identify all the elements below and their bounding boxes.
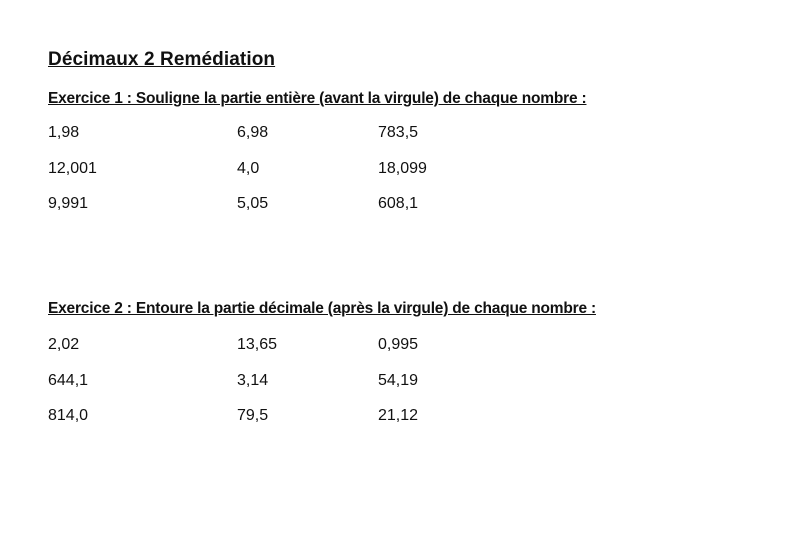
exercise-2-instruction: Exercice 2 : Entoure la partie décimale …: [48, 300, 596, 317]
exercise-1-instruction: Exercice 1 : Souligne la partie entière …: [48, 90, 587, 107]
number-cell: 814,0: [48, 407, 89, 424]
number-cell: 21,12: [378, 407, 419, 424]
number-cell: 18,099: [378, 159, 427, 177]
number-cell: 5,05: [237, 195, 269, 212]
number-cell: 12,001: [48, 159, 97, 177]
number-cell: 2,02: [48, 336, 80, 353]
exercise-2-row: 644,1 3,14 54,19: [48, 372, 648, 408]
number-cell: 79,5: [237, 407, 269, 424]
exercise-2-row: 814,0 79,5 21,12: [48, 407, 648, 443]
number-cell: 9,991: [48, 195, 89, 212]
number-cell: 608,1: [378, 195, 419, 212]
number-cell: 0,995: [378, 336, 419, 353]
exercise-1-row: 12,001 4,0 18,099: [48, 160, 648, 196]
number-cell: 3,14: [237, 371, 269, 389]
number-cell: 783,5: [378, 124, 419, 141]
number-cell: 4,0: [237, 159, 260, 177]
exercise-2-row: 2,02 13,65 0,995: [48, 336, 648, 372]
number-cell: 6,98: [237, 124, 269, 141]
number-cell: 644,1: [48, 371, 89, 389]
number-cell: 54,19: [378, 371, 419, 389]
page-title: Décimaux 2 Remédiation: [48, 49, 276, 70]
exercise-2-numbers: 2,02 13,65 0,995 644,1 3,14 54,19 814,0 …: [48, 336, 648, 443]
number-cell: 13,65: [237, 336, 278, 353]
exercise-1-row: 9,991 5,05 608,1: [48, 195, 648, 231]
exercise-1-row: 1,98 6,98 783,5: [48, 124, 648, 160]
number-cell: 1,98: [48, 124, 80, 141]
exercise-1-numbers: 1,98 6,98 783,5 12,001 4,0 18,099 9,991 …: [48, 124, 648, 231]
